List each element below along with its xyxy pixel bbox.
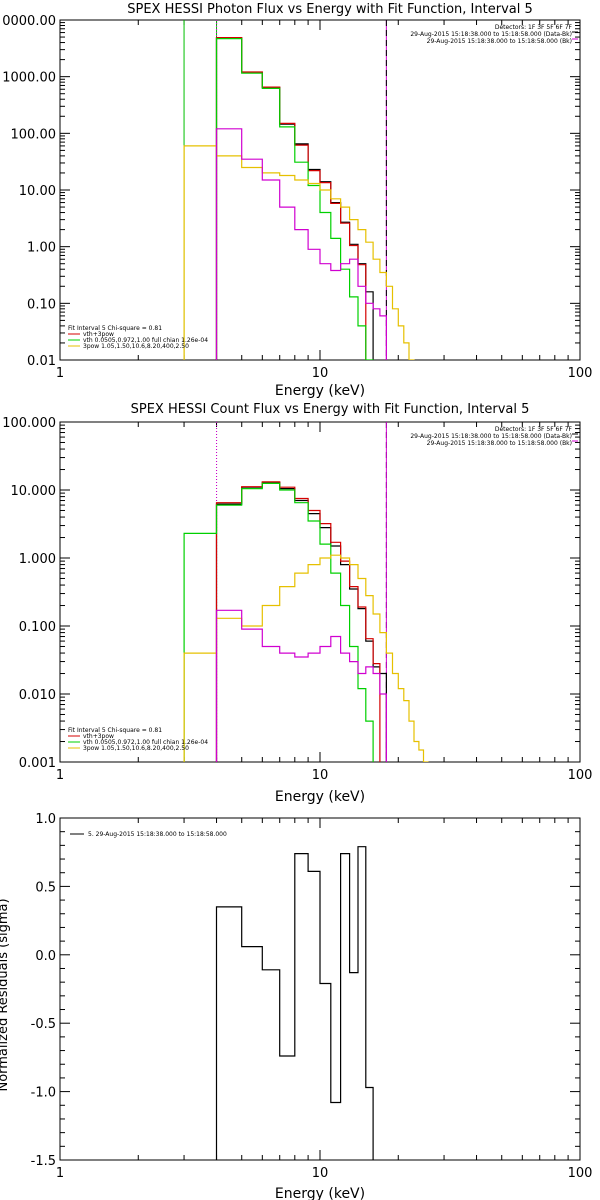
chart0-info-line: Detectors: 1F 3F 5F 6F 7F <box>495 24 573 31</box>
chart0-ytick-label: 0.01 <box>27 354 56 369</box>
chart0-legend-header: Fit Interval 5 Chi-square = 0.81 <box>68 325 162 332</box>
chart1-ytick-label: 1.000 <box>19 552 56 567</box>
chart1-info-line: 29-Aug-2015 15:18:38.000 to 15:18:58.000… <box>410 433 572 440</box>
chart0-ytick-label: 10.00 <box>19 184 56 199</box>
chart1-ytick-label: 0.001 <box>19 756 56 771</box>
photon-flux-title: SPEX HESSI Photon Flux vs Energy with Fi… <box>127 2 533 17</box>
chart0-series-1 <box>215 37 367 360</box>
chart1-xtick-label: 1 <box>56 768 64 783</box>
chart2-xtick-label: 10 <box>312 1166 329 1181</box>
chart0-series-3 <box>183 145 415 360</box>
count-flux-panel: SPEX HESSI Count Flux vs Energy with Fit… <box>2 402 592 805</box>
chart2-frame <box>59 817 581 1161</box>
chart1-series-2 <box>183 482 374 762</box>
chart1-info-line: Detectors: 1F 3F 5F 6F 7F <box>495 426 573 433</box>
photon-flux-plot: 1 10 100 0.01 0.10 1.00 10.00 100.00 1000.00 0000… <box>2 14 592 381</box>
chart0-xtick-label: 100 <box>568 366 593 381</box>
chart1-xtick-label: 10 <box>312 768 329 783</box>
chart0-xtick-label: 10 <box>312 366 329 381</box>
residuals-plot: 1 10 100 -1.5 -1.0 -0.5 0.0 0.5 1.0 5. 29-Aug-201… <box>31 812 593 1181</box>
chart2-xtick-label: 1 <box>56 1166 64 1181</box>
chart0-info-line: 29-Aug-2015 15:18:38.000 to 15:18:58.000… <box>410 31 572 38</box>
chart0-ytick-label: 1000.00 <box>2 71 56 86</box>
count-flux-xlabel: Energy (keV) <box>275 789 365 805</box>
chart2-ytick-label: -0.5 <box>31 1017 56 1032</box>
photon-flux-panel: SPEX HESSI Photon Flux vs Energy with Fi… <box>2 2 592 399</box>
chart1-legend-label: 3pow 1.05,1.50,10.6,8.20,400,2.50 <box>83 745 189 752</box>
chart1-info-line: 29-Aug-2015 15:18:38.000 to 15:18:58.000… <box>427 440 572 447</box>
chart1-series-1 <box>215 481 381 762</box>
chart0-series-4 <box>215 128 387 360</box>
residuals-ylabel: Normalized Residuals (sigma) <box>0 898 11 1091</box>
chart1-legend-header: Fit Interval 5 Chi-square = 0.81 <box>68 727 162 734</box>
count-flux-title: SPEX HESSI Count Flux vs Energy with Fit… <box>131 402 530 417</box>
chart1-ytick-label: 0.100 <box>19 620 56 635</box>
chart2-series-0 <box>215 846 374 1160</box>
chart2-ytick-label: 0.0 <box>35 949 56 964</box>
photon-flux-xlabel: Energy (keV) <box>275 383 365 399</box>
chart2-ytick-label: 1.0 <box>35 812 56 827</box>
residuals-xlabel: Energy (keV) <box>275 1186 365 1200</box>
chart0-ytick-label: 0.10 <box>27 297 56 312</box>
chart0-ytick-label: 100.00 <box>11 127 57 142</box>
chart1-legend-label: vth 0.0505,0.972,1.00 full chian 1.26e-0… <box>83 739 208 746</box>
count-flux-plot: 1 10 100 0.001 0.010 0.100 1.000 10.000 100.000 D… <box>2 416 592 783</box>
chart2-ytick-label: -1.5 <box>31 1154 56 1169</box>
chart0-info-line: 29-Aug-2015 15:18:38.000 to 15:18:58.000… <box>427 38 572 45</box>
chart0-ytick-label: 1.00 <box>27 241 56 256</box>
chart2-ytick-label: 0.5 <box>35 880 56 895</box>
chart2-xtick-label: 100 <box>568 1166 593 1181</box>
chart0-xtick-label: 1 <box>56 366 64 381</box>
chart0-legend-label: vth 0.0505,0.972,1.00 full chian 1.26e-0… <box>83 337 208 344</box>
chart2-ytick-label: -1.0 <box>31 1086 56 1101</box>
chart1-series-3 <box>183 554 429 762</box>
chart1-ytick-label: 0.010 <box>19 688 56 703</box>
chart0-series-0 <box>215 37 374 360</box>
chart0-series-2 <box>215 38 374 360</box>
chart1-ytick-label: 100.000 <box>2 416 56 431</box>
residuals-panel: Energy (keV) Normalized Residuals (sigma… <box>0 812 592 1200</box>
chart1-series-4 <box>215 609 387 762</box>
chart1-xtick-label: 100 <box>568 768 593 783</box>
chart2-legend-label: 5. 29-Aug-2015 15:18:38.000 to 15:18:58.… <box>88 831 227 838</box>
chart1-frame <box>59 421 581 763</box>
chart1-ytick-label: 10.000 <box>11 484 57 499</box>
chart1-legend-label: vth+3pow <box>83 733 114 740</box>
chart0-ytick-label: 0000.00 <box>2 14 56 29</box>
chart0-legend-label: vth+3pow <box>83 331 114 338</box>
chart0-legend-label: 3pow 1.05,1.50,10.6,8.20,400,2.50 <box>83 343 189 350</box>
